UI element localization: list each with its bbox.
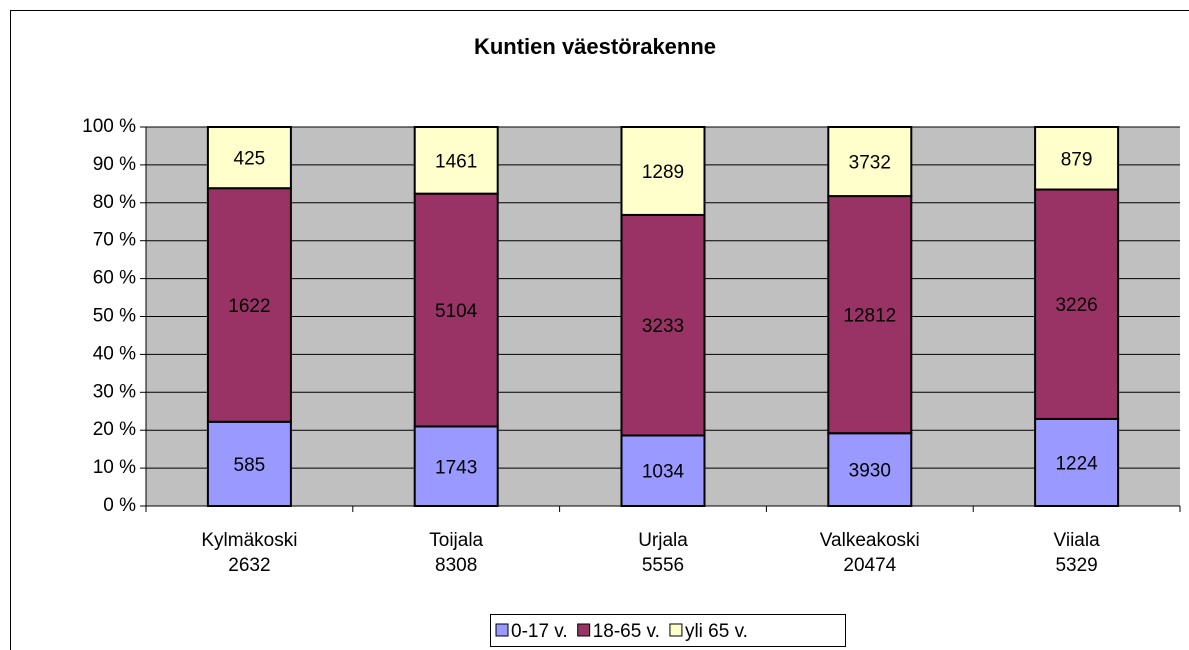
y-tick-label: 20 % [93, 419, 136, 440]
bar-segment [827, 126, 913, 198]
y-tick-label: 70 % [93, 230, 136, 251]
data-label: 3226 [1055, 295, 1097, 316]
x-tick-label: Urjala [638, 530, 688, 551]
bar-segment [1034, 188, 1120, 420]
bar-segment [620, 126, 706, 216]
legend-label: 0-17 v. [511, 621, 568, 642]
x-tick-label: Kylmäkoski [201, 530, 297, 551]
y-tick-label: 90 % [93, 154, 136, 175]
data-label: 585 [234, 455, 266, 476]
bar-segment [206, 420, 292, 507]
data-label: 879 [1061, 149, 1093, 170]
legend [490, 614, 846, 647]
x-tick-label: 20474 [843, 555, 896, 576]
chart-title: Kuntien väestörakenne [474, 34, 716, 59]
data-label: 1622 [228, 296, 270, 317]
bar-segment [827, 195, 913, 435]
x-tick-label: 5556 [642, 555, 684, 576]
data-label: 12812 [843, 306, 896, 327]
data-label: 3233 [642, 316, 684, 337]
data-label: 3930 [849, 461, 891, 482]
bar-segment [413, 126, 499, 195]
legend-swatch [669, 623, 683, 637]
x-tick-label: Valkeakoski [820, 530, 920, 551]
data-label: 1461 [435, 151, 477, 172]
data-label: 425 [234, 149, 266, 170]
data-label: 5104 [435, 301, 478, 322]
x-tick-label: 8308 [435, 555, 477, 576]
data-label: 1034 [642, 462, 685, 483]
data-label: 1224 [1055, 453, 1098, 474]
legend-swatch [495, 623, 509, 637]
legend-label: yli 65 v. [685, 621, 748, 642]
y-tick-label: 0 % [103, 495, 136, 516]
bar-segment [413, 192, 499, 428]
bar-segment [620, 434, 706, 507]
x-tick-label: Toijala [429, 530, 483, 551]
y-tick-label: 80 % [93, 192, 136, 213]
y-tick-label: 60 % [93, 268, 136, 289]
legend-swatch [577, 623, 591, 637]
data-label: 1289 [642, 162, 684, 183]
data-label: 3732 [849, 153, 891, 174]
bar-segment [827, 432, 913, 508]
x-tick-label: 5329 [1055, 555, 1097, 576]
bar-segment [1034, 126, 1120, 191]
y-tick-label: 10 % [93, 457, 136, 478]
bar-segment [413, 425, 499, 507]
y-tick-label: 50 % [93, 306, 136, 327]
bar-segment [620, 213, 706, 437]
bar-segment [206, 126, 292, 190]
y-tick-label: 30 % [93, 381, 136, 402]
x-tick-label: 2632 [228, 555, 270, 576]
y-tick-label: 40 % [93, 343, 136, 364]
legend-label: 18-65 v. [593, 621, 660, 642]
bar-segment [1034, 417, 1120, 507]
x-tick-label: Viiala [1054, 530, 1101, 551]
data-label: 1743 [435, 457, 477, 478]
y-tick-label: 100 % [82, 116, 136, 137]
